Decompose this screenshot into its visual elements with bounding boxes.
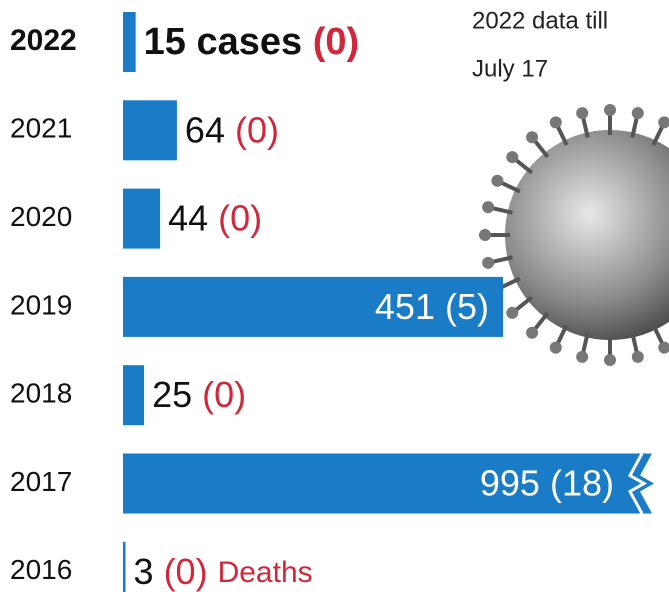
value-label: 64 (0): [185, 109, 279, 150]
y-tick-label: 2022: [10, 24, 77, 57]
value-label: 3 (0) Deaths: [134, 550, 313, 591]
y-tick-label: 2019: [10, 289, 72, 320]
bar: [123, 542, 126, 592]
virus-spike-tip: [604, 354, 616, 366]
case-count: 25: [152, 374, 192, 415]
case-count: 3: [134, 550, 154, 591]
virus-spike-tip: [576, 107, 588, 119]
annotation: 2022 data till: [472, 7, 608, 34]
virus-spike-tip: [576, 351, 588, 363]
death-count: (0): [164, 550, 208, 591]
death-count: (5): [445, 285, 489, 326]
y-tick-label: 2021: [10, 113, 72, 144]
virus-spike-tip: [479, 229, 491, 241]
value-label: 451 (5): [375, 285, 489, 326]
death-count: (0): [313, 21, 359, 63]
case-count: 44: [168, 197, 208, 238]
death-count: (0): [218, 197, 262, 238]
virus-spike-tip: [526, 327, 538, 339]
virus-spike-tip: [482, 257, 494, 269]
annotation: July 17: [472, 55, 548, 82]
virus-spike-tip: [550, 116, 562, 128]
virus-spike-tip: [604, 104, 616, 116]
virus-spike-tip: [632, 107, 644, 119]
bar: [123, 365, 144, 425]
value-label: 995 (18): [480, 462, 614, 503]
deaths-legend: Deaths: [218, 556, 313, 589]
y-tick-label: 2020: [10, 201, 72, 232]
virus-spike-tip: [491, 175, 503, 187]
virus-spike-tip: [506, 307, 518, 319]
virus-spike-tip: [526, 131, 538, 143]
value-label: 15 cases (0): [144, 21, 360, 63]
death-count: (0): [202, 374, 246, 415]
virus-spike-tip: [506, 151, 518, 163]
value-label: 25 (0): [152, 374, 246, 415]
virus-spike-tip: [632, 351, 644, 363]
case-count: 15 cases: [144, 21, 303, 63]
y-tick-label: 2016: [10, 554, 72, 585]
chart: 2022 data till July 17 202215 cases (0)2…: [0, 0, 669, 592]
case-count: 995: [480, 462, 540, 503]
death-count: (18): [550, 462, 614, 503]
bar: [123, 12, 136, 72]
case-count: 451: [375, 285, 435, 326]
virus-spike-tip: [658, 116, 669, 128]
bar: [123, 100, 177, 160]
y-tick-label: 2018: [10, 378, 72, 409]
death-count: (0): [235, 109, 279, 150]
virus-illustration: [479, 104, 669, 366]
y-tick-label: 2017: [10, 466, 72, 497]
bar: [123, 189, 160, 249]
case-count: 64: [185, 109, 225, 150]
value-label: 44 (0): [168, 197, 262, 238]
virus-spike-tip: [550, 342, 562, 354]
virus-spike-tip: [482, 201, 494, 213]
virus-spike-tip: [658, 342, 669, 354]
